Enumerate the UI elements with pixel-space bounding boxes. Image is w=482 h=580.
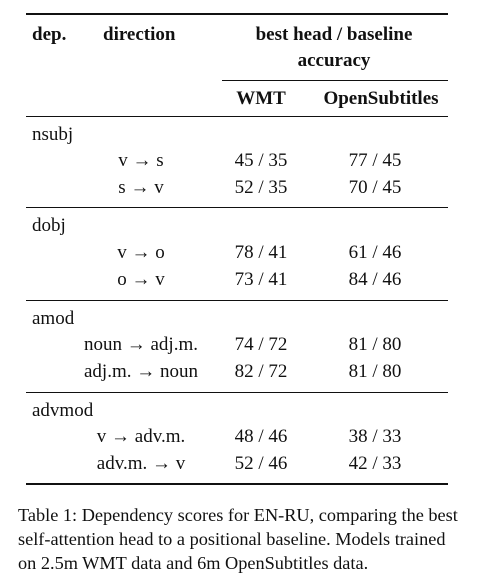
group-label-advmod: advmod xyxy=(32,400,94,421)
opensubtitles-cell: 42 / 33 xyxy=(348,453,402,474)
opensubtitles-cell: 81 / 80 xyxy=(348,334,402,355)
direction-cell: adv.m. → v xyxy=(96,453,186,474)
wmt-cell: 48 / 46 xyxy=(234,426,288,447)
wmt-cell: 73 / 41 xyxy=(234,269,288,290)
wmt-cell: 78 / 41 xyxy=(234,242,288,263)
section-rule-2 xyxy=(26,300,448,301)
opensubtitles-cell: 81 / 80 xyxy=(348,361,402,382)
direction-cell: adj.m. → noun xyxy=(84,361,198,382)
bottom-rule xyxy=(26,483,448,485)
direction-cell: noun → adj.m. xyxy=(84,334,198,355)
direction-cell: v → adv.m. xyxy=(96,426,186,447)
direction-cell: s → v xyxy=(118,177,164,198)
wmt-cell: 52 / 35 xyxy=(234,177,288,198)
header-dep: dep. xyxy=(32,24,67,45)
wmt-cell: 52 / 46 xyxy=(234,453,288,474)
opensubtitles-cell: 77 / 45 xyxy=(348,150,402,171)
opensubtitles-cell: 70 / 45 xyxy=(348,177,402,198)
top-rule xyxy=(26,13,448,15)
wmt-cell: 82 / 72 xyxy=(234,361,288,382)
wmt-cell: 45 / 35 xyxy=(234,150,288,171)
opensubtitles-cell: 61 / 46 xyxy=(348,242,402,263)
direction-cell: v → o xyxy=(117,242,165,263)
direction-cell: v → s xyxy=(118,150,164,171)
header-wmt: WMT xyxy=(236,88,286,109)
table-caption: Table 1: Dependency scores for EN-RU, co… xyxy=(18,505,458,573)
header-direction: direction xyxy=(103,24,176,45)
group-label-nsubj: nsubj xyxy=(32,124,74,145)
header-rule xyxy=(26,116,448,117)
direction-cell: o → v xyxy=(117,269,165,290)
group-label-dobj: dobj xyxy=(32,215,66,236)
header-group-line2: accuracy xyxy=(297,50,371,71)
group-label-amod: amod xyxy=(32,308,75,329)
opensubtitles-cell: 38 / 33 xyxy=(348,426,402,447)
section-rule-3 xyxy=(26,392,448,393)
section-rule-1 xyxy=(26,207,448,208)
group-header-rule xyxy=(222,80,448,81)
opensubtitles-cell: 84 / 46 xyxy=(348,269,402,290)
header-group-line1: best head / baseline xyxy=(255,24,413,45)
wmt-cell: 74 / 72 xyxy=(234,334,288,355)
header-opensubtitles: OpenSubtitles xyxy=(323,88,439,109)
